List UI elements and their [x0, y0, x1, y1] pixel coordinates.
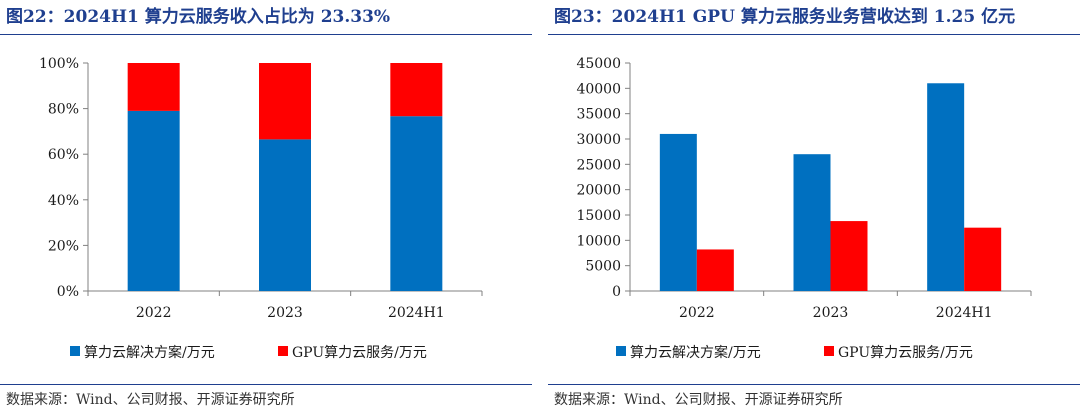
- title-rule: [0, 34, 532, 35]
- y-tick-label: 0: [612, 284, 621, 300]
- x-tick-label: 2022: [136, 305, 172, 321]
- data-source: 数据来源：Wind、公司财报、开源证券研究所: [554, 392, 843, 408]
- legend-label-gpu-cloud: GPU算力云服务/万元: [292, 345, 427, 361]
- legend-swatch-solution: [70, 346, 80, 356]
- bar-solution: [259, 139, 311, 291]
- bar-gpu-cloud: [259, 63, 311, 140]
- bar-gpu-cloud: [127, 63, 180, 111]
- y-tick-label: 80%: [48, 102, 79, 118]
- y-tick-label: 20000: [576, 183, 621, 199]
- y-tick-label: 35000: [576, 107, 621, 123]
- legend-label-solution: 算力云解决方案/万元: [630, 344, 761, 361]
- y-tick-label: 20%: [48, 238, 79, 254]
- y-tick-label: 15000: [576, 208, 621, 224]
- bar-gpu-cloud: [390, 63, 443, 117]
- y-tick-label: 0%: [57, 284, 79, 300]
- bar-gpu-cloud: [830, 221, 868, 291]
- y-tick-label: 40000: [576, 81, 621, 97]
- legend-label-solution: 算力云解决方案/万元: [84, 344, 215, 361]
- legend-swatch-solution: [616, 346, 626, 356]
- y-tick-label: 30000: [576, 132, 621, 148]
- bar-solution: [927, 83, 965, 291]
- chart-panel-right: 图23：2024H1 GPU 算力云服务业务营收达到 1.25 亿元 0 5000…: [548, 0, 1080, 417]
- title-rule: [548, 34, 1080, 35]
- y-tick-label: 60%: [48, 147, 79, 163]
- source-rule: [548, 384, 1080, 385]
- bar-solution: [127, 110, 180, 291]
- chart-panel-left: 图22：2024H1 算力云服务收入占比为 23.33% 0% 20% 40% 60%…: [0, 0, 532, 417]
- x-tick-label: 2024H1: [936, 305, 993, 321]
- y-tick-label: 45000: [576, 56, 621, 72]
- bar-solution: [793, 154, 831, 291]
- legend-swatch-gpu-cloud: [824, 346, 834, 356]
- source-rule: [0, 384, 532, 385]
- bar-gpu-cloud: [696, 249, 734, 291]
- bar-solution: [390, 116, 443, 291]
- y-tick-label: 25000: [576, 157, 621, 173]
- chart-title: 图22：2024H1 算力云服务收入占比为 23.33%: [6, 7, 391, 27]
- x-tick-label: 2023: [813, 305, 849, 321]
- data-source: 数据来源：Wind、公司财报、开源证券研究所: [6, 392, 295, 408]
- x-tick-label: 2024H1: [388, 305, 445, 321]
- chart-title: 图23：2024H1 GPU 算力云服务业务营收达到 1.25 亿元: [554, 7, 1016, 27]
- legend-label-gpu-cloud: GPU算力云服务/万元: [838, 345, 973, 361]
- legend-swatch-gpu-cloud: [278, 346, 288, 356]
- grouped-bar-chart: 0 5000 10000 15000 20000 25000 30000 35000 40000…: [576, 56, 1032, 361]
- x-tick-label: 2023: [267, 305, 303, 321]
- stacked-bar-chart: 0% 20% 40% 60% 80% 100% 2022 2023 2024H1 算力云解决方案/…: [39, 56, 483, 361]
- bar-gpu-cloud: [964, 227, 1002, 291]
- x-tick-label: 2022: [679, 305, 715, 321]
- y-tick-label: 100%: [39, 56, 79, 72]
- y-tick-label: 10000: [576, 233, 621, 249]
- y-tick-label: 40%: [48, 193, 79, 209]
- bar-solution: [659, 133, 697, 291]
- y-tick-label: 5000: [585, 259, 621, 275]
